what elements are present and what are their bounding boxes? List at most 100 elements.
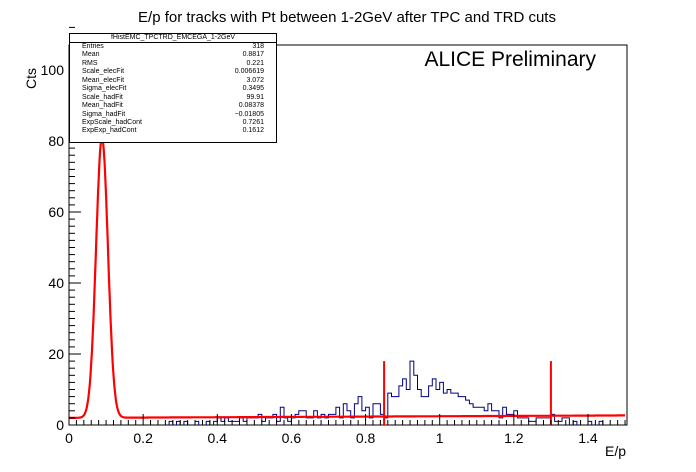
stat-value: 0.221 (246, 59, 264, 67)
stat-label: Mean_elecFit (82, 76, 125, 84)
y-axis-label: Cts (23, 68, 39, 89)
histogram-bin (177, 421, 181, 425)
stat-value: 0.1612 (242, 127, 264, 135)
x-tick-label: 0 (65, 430, 73, 446)
stat-label: Sigma_elecFit (82, 85, 127, 93)
histogram-bin (514, 411, 518, 425)
stat-row: Scale_hadFit 99.91 (70, 94, 276, 102)
chart-title: E/p for tracks with Pt between 1-2GeV af… (138, 9, 556, 26)
histogram-bin (269, 418, 273, 425)
x-axis-label: E/p (605, 443, 626, 459)
histogram-bin (206, 421, 210, 425)
stat-label: Scale_elecFit (82, 68, 125, 76)
x-tick-label: 0.8 (356, 430, 376, 446)
histogram-bin (451, 393, 455, 425)
histogram-bin (317, 418, 321, 425)
histogram-bin (425, 397, 429, 425)
histogram-bin (573, 421, 577, 425)
histogram-bin (358, 397, 362, 425)
y-tick-label: 40 (48, 275, 64, 291)
histogram-bin (521, 418, 525, 425)
stat-value: 318 (252, 43, 264, 50)
fit-curve (69, 136, 626, 419)
stat-row: Mean_hadFit 0.08378 (70, 102, 276, 110)
histogram-bin (221, 421, 225, 425)
stat-row: ExpExp_hadCont 0.1612 (70, 127, 276, 135)
histogram-bin (262, 421, 266, 425)
histogram-bin (354, 404, 358, 425)
histogram-bin (432, 379, 436, 425)
histogram-bin (443, 393, 447, 425)
histogram-bin (217, 418, 221, 425)
histogram-bin (406, 390, 410, 426)
histogram-bin (421, 397, 425, 425)
x-tick-label: 1.2 (504, 430, 524, 446)
histogram-bin (518, 418, 522, 425)
stat-value: 3.072 (246, 76, 264, 84)
histogram-bin (555, 421, 559, 425)
fit-curve-series (69, 136, 626, 419)
histogram-bin (525, 418, 529, 425)
stat-label: Mean_hadFit (82, 102, 123, 110)
histogram-bin (254, 418, 258, 425)
histogram-bin (566, 418, 570, 425)
histogram-bin (599, 421, 603, 425)
histogram-bin (343, 404, 347, 425)
plot-frame (68, 44, 628, 426)
stat-label: ExpExp_hadCont (82, 127, 137, 135)
histogram-bin (284, 418, 288, 425)
stat-label: Scale_hadFit (82, 93, 123, 101)
stat-row: Sigma_hadFit −0.01805 (70, 111, 276, 119)
stat-label: ExpScale_hadCont (82, 118, 142, 126)
stat-value: 0.8817 (242, 51, 264, 59)
stat-box-title: fHistEMC_TPCTRD_EMCEGA_1-2GeV (70, 34, 276, 43)
histogram-bin (436, 390, 440, 426)
histogram-bin (369, 418, 373, 425)
y-tick-label: 0 (56, 417, 64, 433)
histogram-bin (266, 418, 270, 425)
stat-value: 0.3495 (242, 85, 264, 93)
x-tick-label: 1 (436, 430, 444, 446)
stat-row: Mean_elecFit 3.072 (70, 77, 276, 85)
y-tick-label: 100 (41, 62, 65, 78)
histogram-bin (492, 411, 496, 425)
histogram-bin (310, 418, 314, 425)
histogram-bin (469, 404, 473, 425)
histogram-bin (440, 382, 444, 425)
histogram-bin (462, 397, 466, 425)
histogram-bin (418, 390, 422, 426)
x-tick-label: 0.2 (133, 430, 153, 446)
stat-label: Mean (82, 51, 100, 59)
histogram-bin (562, 418, 566, 425)
histogram-bin (536, 418, 540, 425)
histogram-bin (236, 421, 240, 425)
histogram-bin (447, 390, 451, 426)
histogram-bin (251, 418, 255, 425)
stat-row: Entries 318 (70, 43, 276, 51)
histogram-bin (228, 421, 232, 425)
x-tick-label: 1.4 (578, 430, 598, 446)
histogram-bin (395, 397, 399, 425)
histogram-bin (243, 421, 247, 425)
histogram-bin (488, 404, 492, 425)
stat-value: 0.7261 (242, 118, 264, 126)
histogram-bin (588, 421, 592, 425)
histogram-bin (184, 421, 188, 425)
stat-row: Mean 0.8817 (70, 51, 276, 59)
stat-value: −0.01805 (234, 110, 264, 118)
stat-row: RMS 0.221 (70, 60, 276, 68)
histogram-bin (544, 418, 548, 425)
histogram-bin (306, 418, 310, 425)
histogram-bin (240, 418, 244, 425)
histogram-bin (362, 411, 366, 425)
stat-row: Sigma_elecFit 0.3495 (70, 85, 276, 93)
histogram-bin (388, 393, 392, 425)
histogram-bin (540, 418, 544, 425)
y-tick-label: 60 (48, 204, 64, 220)
histogram-bin (340, 418, 344, 425)
histogram-bin (347, 411, 351, 425)
histogram-bin (466, 400, 470, 425)
stat-value: 99.91 (246, 93, 264, 101)
histogram-bin (414, 375, 418, 425)
stat-label: Sigma_hadFit (82, 110, 126, 118)
